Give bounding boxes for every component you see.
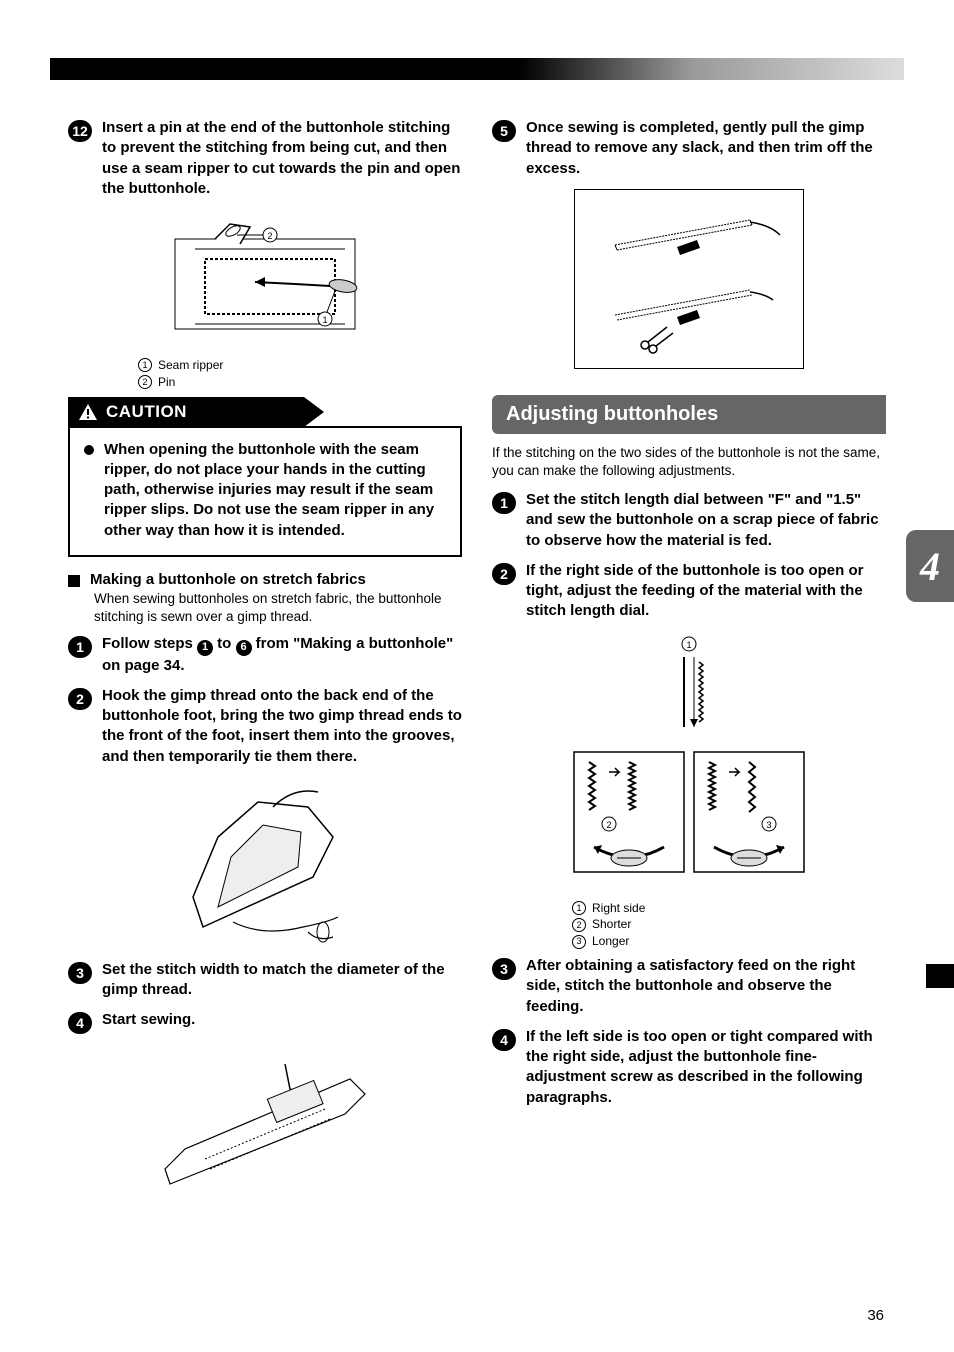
ref-badge: 6 [236,640,252,656]
legend-item: 3 Longer [572,933,886,950]
trim-diagram [574,189,804,369]
caution-body: When opening the buttonhole with the sea… [68,426,462,557]
caution-bullet: When opening the buttonhole with the sea… [84,440,446,541]
svg-text:3: 3 [766,820,771,830]
legend-label: Longer [592,933,629,950]
step-text: Set the stitch length dial between "F" a… [526,490,886,551]
legend-num: 2 [572,918,586,932]
legend-item: 1 Right side [572,900,886,917]
legend-num: 1 [138,358,152,372]
step-badge: 4 [68,1012,92,1034]
step-12: 12 Insert a pin at the end of the button… [68,118,462,199]
step-text: Set the stitch width to match the diamet… [102,960,462,1001]
adjust-step-3: 3 After obtaining a satisfactory feed on… [492,956,886,1017]
svg-text:1: 1 [322,315,327,325]
step-badge: 1 [492,492,516,514]
step-2: 2 Hook the gimp thread onto the back end… [68,686,462,767]
square-bullet-icon [68,575,80,587]
ref-badge: 1 [197,640,213,656]
gimp-foot-diagram [163,777,368,952]
step-5: 5 Once sewing is completed, gently pull … [492,118,886,179]
caution-header: CAUTION [68,397,304,427]
caution-block: CAUTION When opening the buttonhole with… [68,397,462,557]
step-badge: 4 [492,1029,516,1051]
step-badge: 3 [68,962,92,984]
figure-trim [492,189,886,369]
svg-text:1: 1 [686,640,691,650]
page-number: 36 [867,1307,884,1324]
seam-ripper-diagram: 2 1 [155,209,375,349]
step-1: 1 Follow steps 1 to 6 from "Making a but… [68,634,462,676]
section-body: If the stitching on the two sides of the… [492,444,886,480]
section-heading: Adjusting buttonholes [492,395,886,434]
header-bar [50,58,904,80]
step-badge: 2 [68,688,92,710]
figure-adjust: 1 2 [492,632,886,892]
figure-legend: 1 Seam ripper 2 Pin [138,357,462,391]
adjust-step-1: 1 Set the stitch length dial between "F"… [492,490,886,551]
step-text: After obtaining a satisfactory feed on t… [526,956,886,1017]
step-badge: 5 [492,120,516,142]
legend-item: 2 Shorter [572,916,886,933]
step-badge: 2 [492,563,516,585]
step-text: If the left side is too open or tight co… [526,1027,886,1108]
legend-label: Pin [158,374,175,391]
adjust-step-2: 2 If the right side of the buttonhole is… [492,561,886,622]
legend-num: 3 [572,935,586,949]
step-3: 3 Set the stitch width to match the diam… [68,960,462,1001]
figure-gimp-foot [68,777,462,952]
step-badge: 12 [68,120,92,142]
left-column: 12 Insert a pin at the end of the button… [68,118,462,1312]
legend-num: 1 [572,901,586,915]
legend-label: Seam ripper [158,357,223,374]
legend-item: 2 Pin [138,374,462,391]
legend-label: Right side [592,900,645,917]
subheading-title: Making a buttonhole on stretch fabrics [90,571,366,588]
legend-label: Shorter [592,916,631,933]
caution-title: CAUTION [106,402,187,422]
sewing-diagram [155,1044,375,1204]
edge-marker [926,964,954,988]
step-text: If the right side of the buttonhole is t… [526,561,886,622]
page-content: 12 Insert a pin at the end of the button… [68,118,886,1312]
text-fragment: Follow steps [102,635,197,652]
text-fragment: to [213,635,236,652]
step-4: 4 Start sewing. [68,1010,462,1034]
step-text: Start sewing. [102,1010,195,1030]
legend-num: 2 [138,375,152,389]
step-text: Once sewing is completed, gently pull th… [526,118,886,179]
step-text: Follow steps 1 to 6 from "Making a butto… [102,634,462,676]
adjust-step-4: 4 If the left side is too open or tight … [492,1027,886,1108]
svg-text:2: 2 [267,231,272,241]
subheading-body: When sewing buttonholes on stretch fabri… [94,590,462,626]
step-badge: 1 [68,636,92,658]
figure-legend: 1 Right side 2 Shorter 3 Longer [572,900,886,950]
subheading: Making a buttonhole on stretch fabrics [68,571,462,588]
caution-text: When opening the buttonhole with the sea… [104,440,446,541]
warning-icon [78,403,98,421]
step-text: Hook the gimp thread onto the back end o… [102,686,462,767]
legend-item: 1 Seam ripper [138,357,462,374]
step-text: Insert a pin at the end of the buttonhol… [102,118,462,199]
step-badge: 3 [492,958,516,980]
figure-sewing [68,1044,462,1204]
bullet-icon [84,445,94,455]
right-column: 5 Once sewing is completed, gently pull … [492,118,886,1312]
svg-text:2: 2 [606,820,611,830]
chapter-tab: 4 [906,530,954,602]
adjust-diagram: 1 2 [554,632,824,892]
figure-seam-ripper: 2 1 [68,209,462,349]
